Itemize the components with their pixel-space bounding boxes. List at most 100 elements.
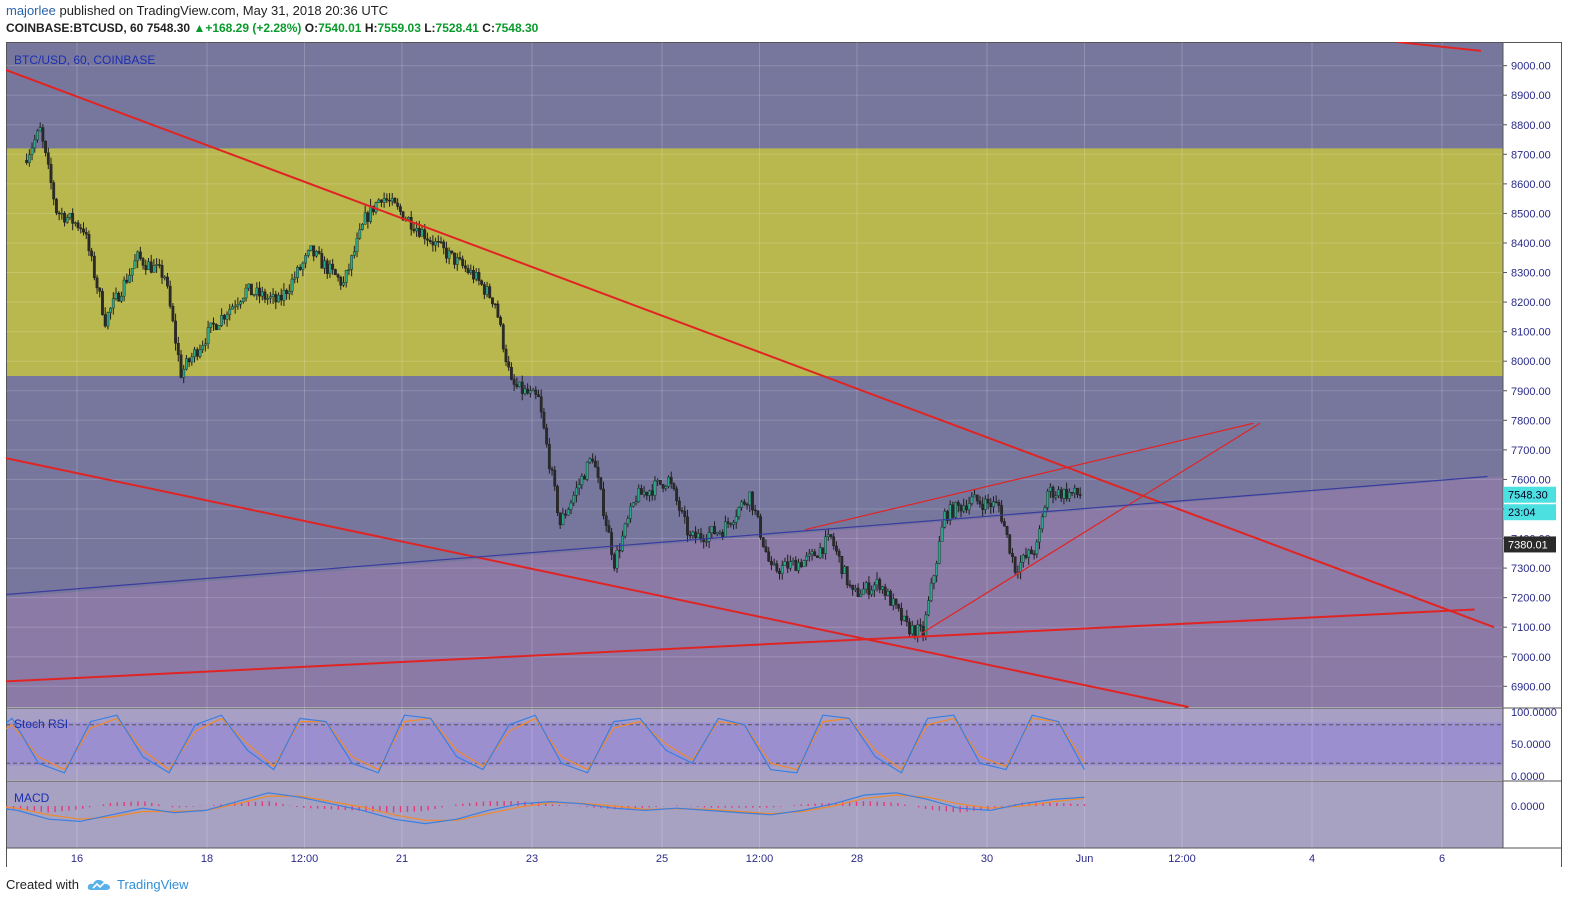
candle [640,488,643,495]
macd-pane-bg [6,781,1503,848]
candle [821,547,825,554]
candle [927,600,930,616]
candle [120,295,123,302]
candle [298,267,302,270]
candle [301,262,305,270]
candle [965,505,968,511]
candle [1065,489,1069,499]
candle [144,265,148,270]
candle [653,480,657,496]
candle [106,312,110,327]
candle [973,494,976,498]
candle [380,199,383,203]
candle [726,521,730,524]
candle [472,270,475,280]
candle [1030,549,1033,555]
trendline [804,422,1254,531]
candle [71,213,75,224]
candle [978,500,982,505]
candle [450,250,454,254]
candle [705,541,708,543]
candle [1002,521,1006,527]
candle [369,205,372,222]
candle [393,198,397,204]
candle [902,615,906,621]
candle [241,297,245,302]
candle [962,505,966,512]
candle [436,241,440,243]
candle [756,510,760,517]
candle [905,615,909,623]
candle [501,324,505,350]
candle [396,202,400,207]
candle [231,306,234,310]
candle [79,227,83,230]
candle [342,282,345,286]
candle [626,518,630,525]
candle [908,621,911,635]
candle [764,546,768,552]
symbol-label[interactable]: COINBASE:BTCUSD, 60 [6,21,144,35]
candle [331,263,335,270]
y-tick-label: 7700.00 [1511,445,1551,457]
candle [252,294,256,296]
candle [415,227,419,232]
candle [732,522,735,525]
x-tick-label: Jun [1076,853,1094,865]
candle [851,584,855,590]
y-tick-label: 7000.00 [1511,652,1551,664]
candle [748,491,752,506]
y-tick-label: 8900.00 [1511,90,1551,102]
candle [317,251,321,254]
candle [287,290,291,295]
level-price-tag-bg [1504,536,1556,553]
y-tick-label: 6900.00 [1511,681,1551,693]
candle [742,501,746,505]
candle [770,561,773,566]
candle [117,292,121,302]
candle [913,625,917,637]
candle [970,496,974,504]
candle [266,298,270,300]
chart-container[interactable]: 16 18 12:00 21 23 25 12:00 28 30 Jun 12:00 4 6 9000.0… [0,41,1562,868]
x-tick-label: 30 [981,853,993,865]
y-tick-label: 7800.00 [1511,415,1551,427]
y-tick-label: 8400.00 [1511,238,1551,250]
countdown-tag: 23:04 [1508,507,1536,519]
trendline [0,66,1495,629]
candle [390,198,394,202]
candle [675,488,679,502]
candle [68,213,72,218]
candle [336,274,340,278]
chart-svg[interactable]: 16 18 12:00 21 23 25 12:00 28 30 Jun 12:00 4 6 9000.0… [0,41,1562,868]
author-link[interactable]: majorlee [6,3,56,18]
candle [103,314,107,327]
candle [212,322,215,325]
tradingview-link[interactable]: TradingView [116,877,189,892]
trendline [1396,41,1482,52]
candle [1054,495,1058,498]
candle [84,231,88,235]
candle [837,550,841,557]
candle [621,535,624,552]
candle [843,566,846,574]
candle [992,501,995,508]
candle [290,278,294,292]
candle [466,268,470,273]
candle [247,283,251,289]
candle [174,320,177,344]
candle [615,549,619,569]
candle [805,555,809,561]
candle [585,461,589,480]
candle [545,427,549,445]
candle [458,257,462,260]
candle [891,598,895,606]
candle [897,604,901,609]
candle [658,480,662,485]
candle [845,566,849,586]
trendline [0,608,1475,683]
candle [794,560,798,571]
macd-tick-label: 0.0000 [1511,801,1545,813]
candle [469,270,473,273]
candle [1011,553,1014,557]
